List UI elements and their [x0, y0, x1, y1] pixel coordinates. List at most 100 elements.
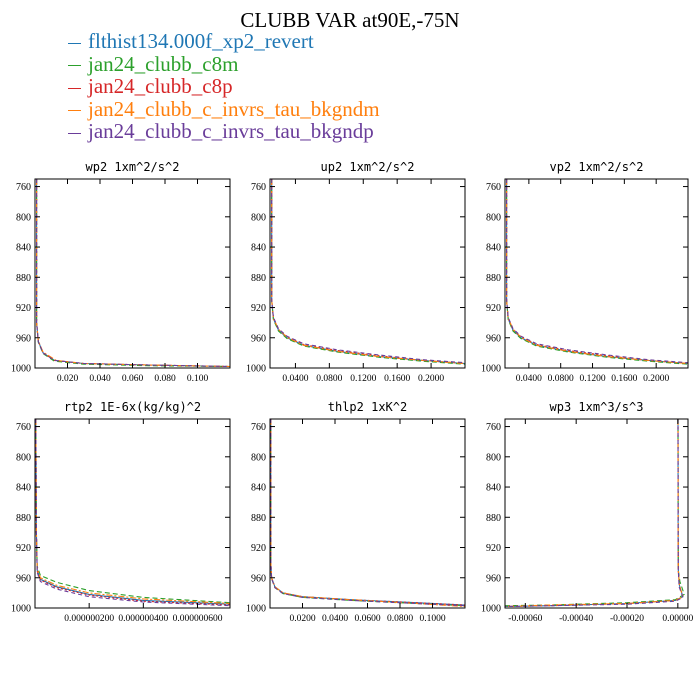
y-tick-label: 800: [16, 452, 31, 463]
series-line-3: [35, 419, 230, 606]
series-line-4: [506, 179, 688, 365]
x-tick-label: 0.1200: [350, 374, 376, 384]
y-tick-label: 840: [486, 243, 501, 254]
series-line-1: [36, 179, 230, 368]
legend-label: jan24_clubb_c_invrs_tau_bkgndm: [88, 96, 380, 121]
y-tick-label: 960: [16, 333, 31, 344]
panel-title: up2 1xm^2/s^2: [321, 160, 415, 174]
y-tick-label: 880: [251, 513, 266, 524]
plot-frame: [269, 418, 466, 609]
y-tick-label: 760: [16, 422, 31, 433]
legend-label: jan24_clubb_c8p: [88, 74, 233, 98]
y-tick-label: 840: [16, 483, 31, 494]
y-tick-label: 800: [251, 452, 266, 463]
plot-frame: [34, 178, 231, 369]
x-tick-label: 0.1600: [384, 374, 410, 384]
y-tick-label: 880: [486, 273, 501, 284]
y-tick-label: 840: [251, 483, 266, 494]
panel-4: rtp2 1E-6x(kg/kg)^2 760 800 840 880 920 960 100…: [11, 400, 231, 624]
y-tick-label: 760: [251, 182, 266, 193]
series-line-5: [271, 179, 465, 364]
series-line-4: [270, 419, 465, 608]
y-tick-label: 1000: [246, 604, 266, 615]
panel-5: thlp2 1xK^2 760 800 840 880 920 960 1000 0.0200 0…: [246, 400, 466, 624]
y-tick-label: 880: [16, 273, 31, 284]
x-tick-label: 0.000000400: [118, 614, 168, 624]
series-line-5: [270, 419, 465, 607]
legend-item: flthist134.000f_xp2_revert: [68, 30, 380, 53]
series-line-4: [35, 419, 230, 605]
legend-item: jan24_clubb_c8m: [68, 51, 380, 76]
series-line-3: [270, 419, 465, 606]
y-tick-label: 800: [251, 212, 266, 223]
y-tick-label: 800: [16, 212, 31, 223]
series-line-2: [505, 419, 685, 607]
legend-swatch: [68, 87, 81, 89]
panel-2: up2 1xm^2/s^2 760 800 840 880 920 960 1000 0.040…: [246, 160, 466, 384]
x-tick-label: 0.2000: [418, 374, 444, 384]
legend-label: jan24_clubb_c_invrs_tau_bkgndp: [88, 119, 374, 143]
series-line-5: [506, 179, 688, 364]
series-line-4: [36, 179, 230, 368]
y-tick-label: 880: [486, 513, 501, 524]
legend-item: jan24_clubb_c_invrs_tau_bkgndm: [68, 96, 380, 121]
series-line-3: [36, 179, 230, 368]
x-tick-label: 0.0800: [548, 374, 574, 384]
series-line-2: [35, 419, 230, 604]
y-tick-label: 880: [16, 513, 31, 524]
legend-swatch: [68, 132, 81, 134]
series-line-2: [271, 179, 465, 365]
panel-title: wp3 1xm^3/s^3: [550, 400, 644, 414]
x-tick-label: 0.080: [154, 374, 176, 384]
y-tick-label: 1000: [11, 604, 31, 615]
series-line-1: [506, 179, 688, 365]
plot-frame: [269, 178, 466, 369]
legend-item: jan24_clubb_c_invrs_tau_bkgndp: [68, 120, 380, 143]
legend-item: jan24_clubb_c8p: [68, 75, 380, 98]
y-tick-label: 1000: [246, 364, 266, 375]
x-tick-label: 0.040: [89, 374, 111, 384]
y-tick-label: 800: [486, 212, 501, 223]
legend-label: jan24_clubb_c8m: [88, 51, 239, 76]
y-tick-label: 760: [16, 182, 31, 193]
y-tick-label: 1000: [481, 604, 501, 615]
x-tick-label: 0.1200: [579, 374, 605, 384]
panel-title: wp2 1xm^2/s^2: [86, 160, 180, 174]
legend-swatch: [68, 65, 81, 67]
series-line-4: [271, 179, 465, 365]
x-tick-label: 0.0400: [282, 374, 308, 384]
series-line-4: [505, 419, 684, 608]
y-tick-label: 960: [251, 333, 266, 344]
panel-title: thlp2 1xK^2: [328, 400, 407, 414]
plot-frame: [34, 418, 231, 609]
legend-swatch: [68, 110, 81, 112]
x-tick-label: 0.0200: [289, 614, 315, 624]
panel-title: vp2 1xm^2/s^2: [550, 160, 644, 174]
series-line-1: [505, 419, 684, 608]
x-tick-label: 0.0400: [516, 374, 542, 384]
y-tick-label: 760: [486, 422, 501, 433]
x-tick-label: 0.00000: [662, 614, 693, 624]
x-tick-label: 0.000000200: [64, 614, 114, 624]
y-tick-label: 960: [486, 333, 501, 344]
y-tick-label: 920: [16, 303, 31, 314]
y-tick-label: 840: [16, 243, 31, 254]
x-tick-label: 0.0400: [322, 614, 348, 624]
x-tick-label: 0.0800: [316, 374, 342, 384]
y-tick-label: 960: [16, 573, 31, 584]
plot-frame: [504, 178, 689, 369]
y-tick-label: 960: [486, 573, 501, 584]
y-tick-label: 800: [486, 452, 501, 463]
x-tick-label: 0.100: [187, 374, 209, 384]
plot-frame: [504, 418, 689, 609]
x-tick-label: 0.1000: [419, 614, 445, 624]
y-tick-label: 1000: [481, 364, 501, 375]
y-tick-label: 760: [251, 422, 266, 433]
series-line-5: [505, 419, 684, 608]
y-tick-label: 920: [251, 303, 266, 314]
x-tick-label: -0.00020: [610, 614, 644, 624]
panel-3: vp2 1xm^2/s^2 760 800 840 880 920 960 1000 0.040…: [481, 160, 689, 384]
x-tick-label: 0.1600: [611, 374, 637, 384]
x-tick-label: -0.00060: [508, 614, 542, 624]
